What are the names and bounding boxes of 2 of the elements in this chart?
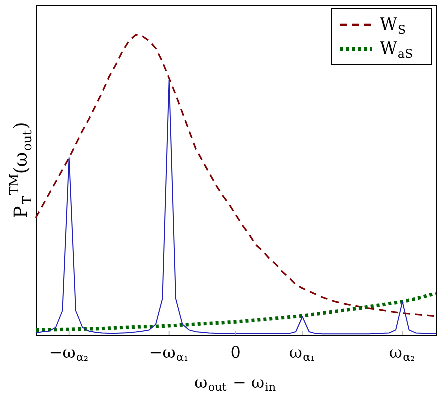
x-tick-label: 0 [230, 343, 241, 362]
y-axis-title: PTTM(ωout) [6, 122, 34, 218]
